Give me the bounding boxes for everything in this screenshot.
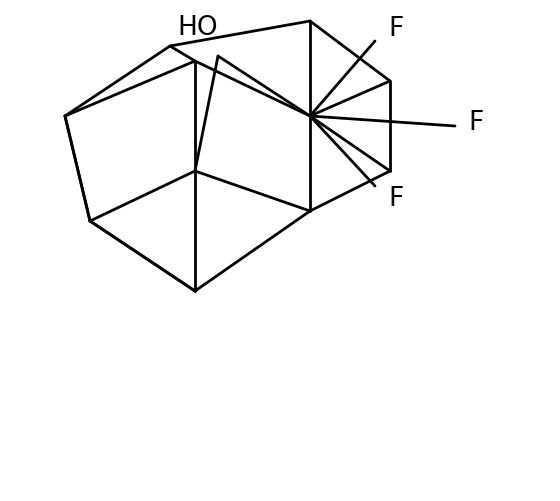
Text: HO: HO [178, 15, 218, 41]
Text: F: F [388, 16, 403, 42]
Text: F: F [468, 110, 483, 136]
Text: F: F [388, 186, 403, 212]
